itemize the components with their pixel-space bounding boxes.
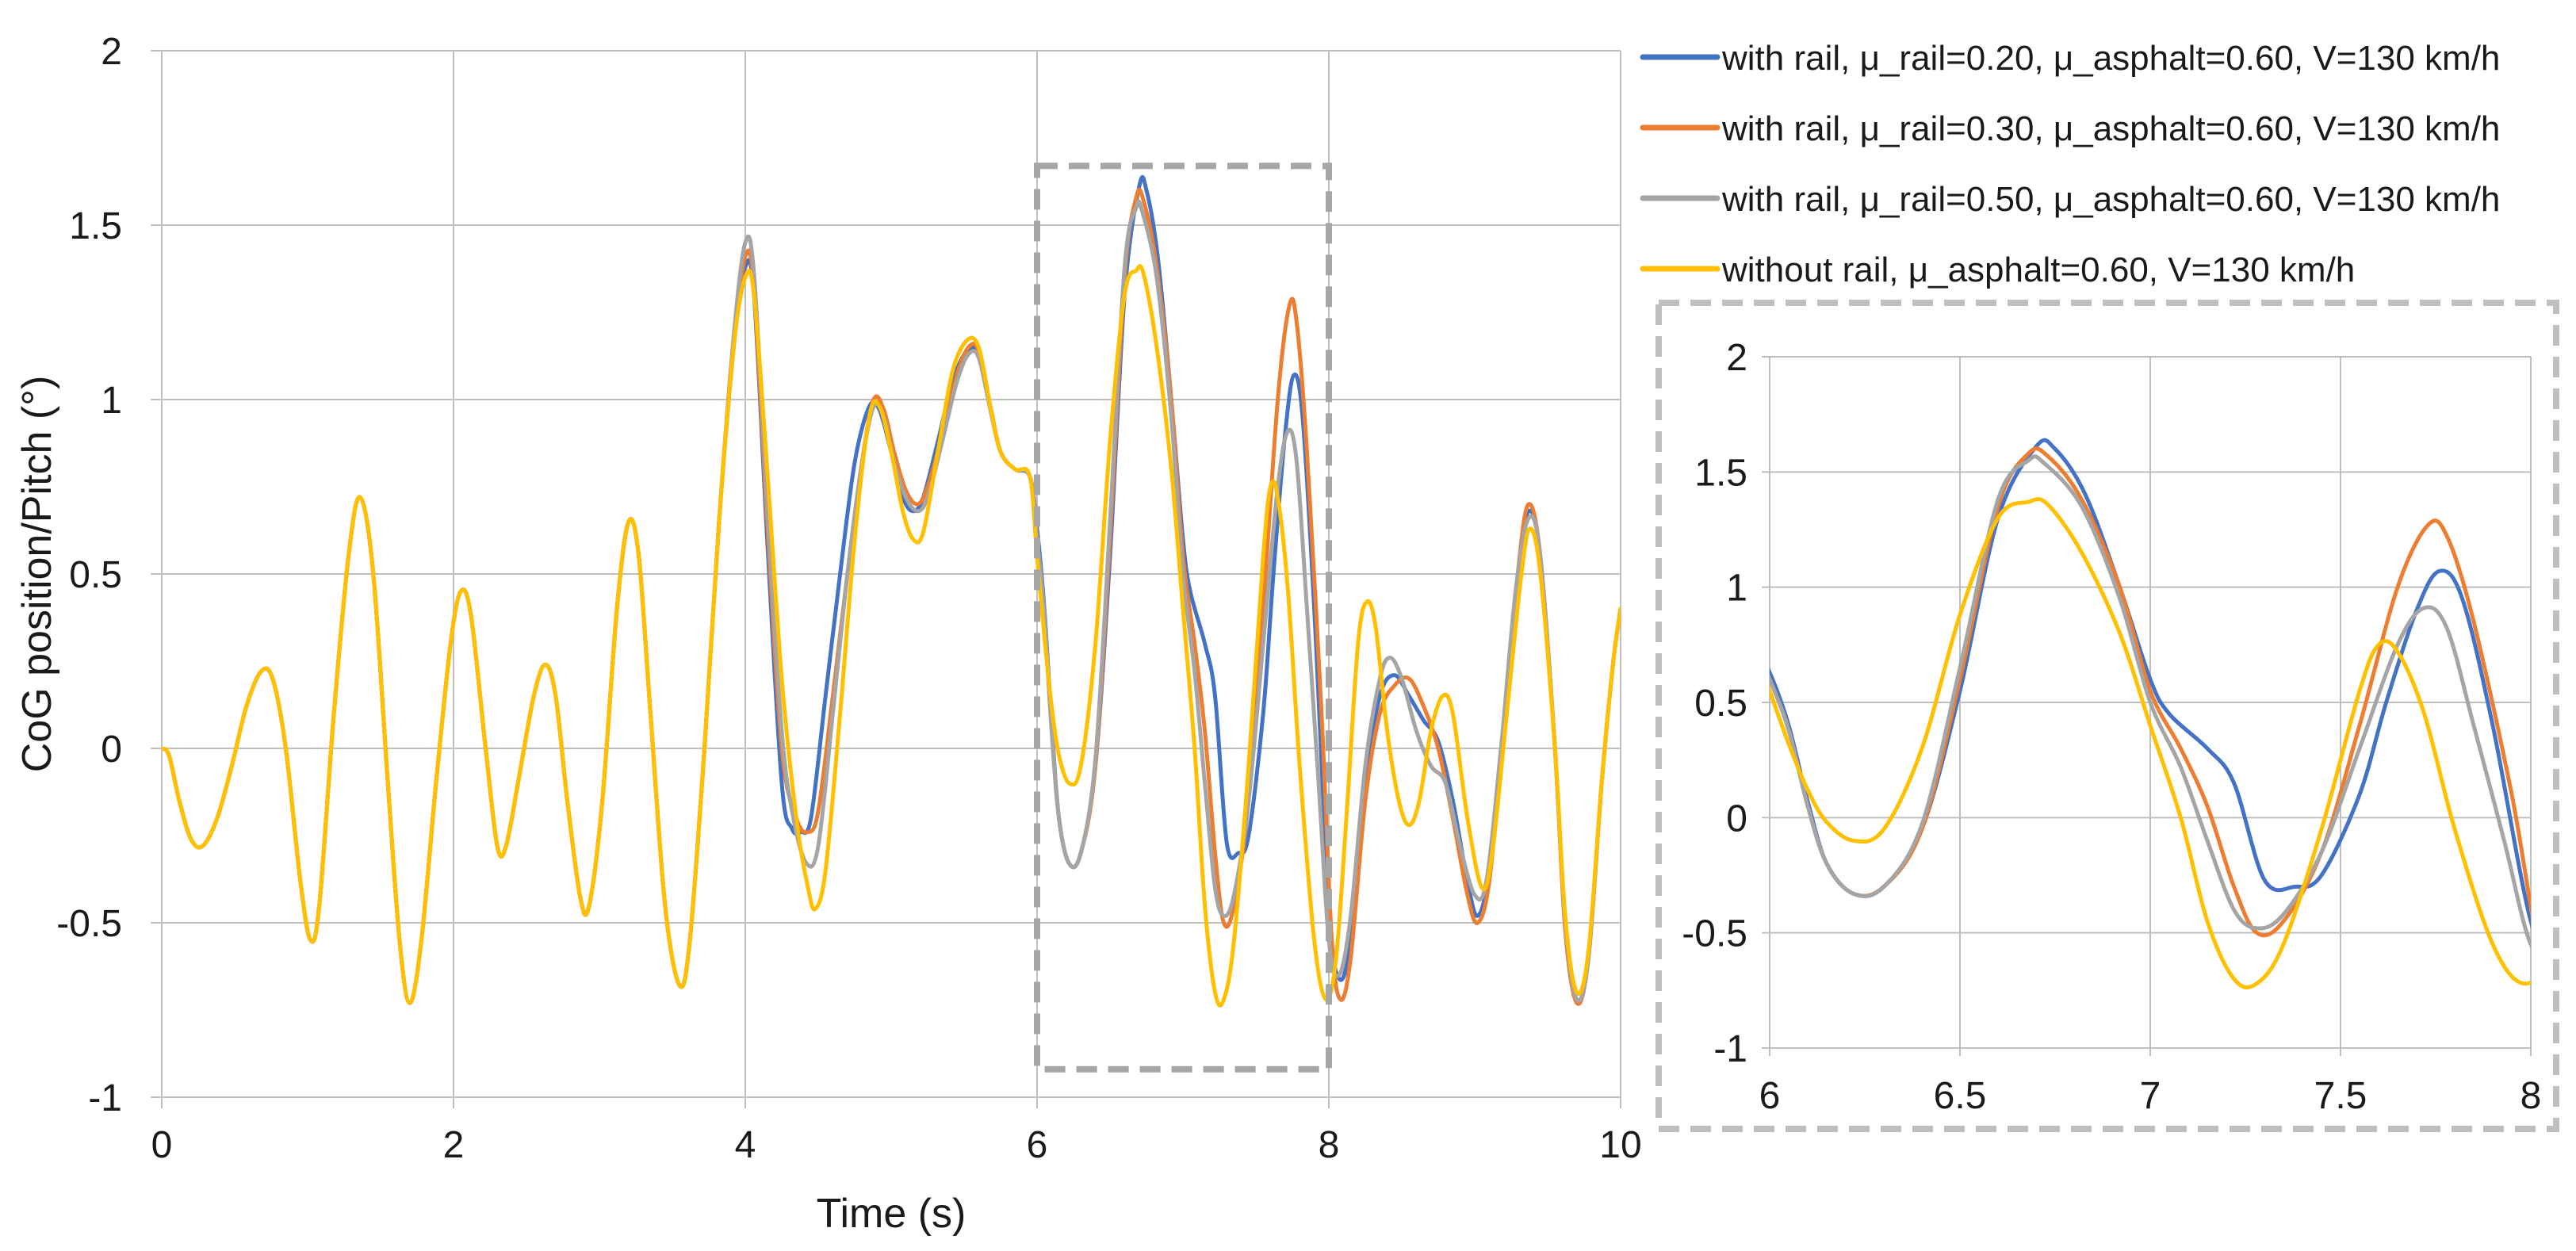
y-axis-title: CoG position/Pitch (°) [14,376,60,773]
inset-chart: -1 -0.5 0 0.5 1 1.5 2 6 6.5 7 7.5 8 [1655,300,2559,1132]
inset-series-group [1770,438,2531,989]
legend-item: with rail, μ_rail=0.50, μ_asphalt=0.60, … [1640,180,2500,219]
main-xtick-label: 6 [1027,1124,1048,1166]
inset-xtick-label: 8 [2520,1075,2542,1117]
main-ytick-label: 1.5 [69,205,122,247]
main-xtick-label: 0 [151,1124,173,1166]
inset-series-line-4 [1770,496,2531,989]
inset-xtick-label: 6 [1759,1075,1781,1117]
main-xtick-label: 2 [443,1124,465,1166]
inset-ytick-label: 2 [1726,337,1747,379]
main-ytick-label: 2 [101,31,122,73]
inset-xtick-label: 7.5 [2314,1075,2367,1117]
main-xtick-label: 8 [1319,1124,1340,1166]
inset-ytick-label: 1 [1726,568,1747,610]
legend-label: with rail, μ_rail=0.20, μ_asphalt=0.60, … [1721,39,2500,78]
inset-ytick-label: -0.5 [1682,913,1747,955]
legend-item: with rail, μ_rail=0.30, μ_asphalt=0.60, … [1640,109,2500,148]
inset-ytick-label: 0 [1726,798,1747,840]
main-xtick-label: 10 [1599,1124,1641,1166]
inset-series-line-3 [1770,454,2531,950]
inset-ytick-label: 0.5 [1694,683,1747,725]
main-series-line-1 [162,174,1621,1005]
legend-label: with rail, μ_rail=0.50, μ_asphalt=0.60, … [1721,180,2500,219]
main-series-group [162,174,1621,1008]
zoom-region-box [1034,163,1332,1073]
inset-ytick-label: -1 [1713,1028,1747,1070]
legend-label: without rail, μ_asphalt=0.60, V=130 km/h [1721,251,2355,289]
legend-label: with rail, μ_rail=0.30, μ_asphalt=0.60, … [1721,109,2500,148]
main-series-line-2 [162,187,1621,1006]
x-axis-title: Time (s) [817,1191,966,1237]
inset-xtick-label: 7 [2140,1075,2161,1117]
legend: with rail, μ_rail=0.20, μ_asphalt=0.60, … [1640,39,2500,289]
inset-xtick-label: 6.5 [1934,1075,1987,1117]
inset-ytick-label: 1.5 [1694,452,1747,494]
main-ytick-label: 0.5 [69,554,122,596]
main-series-line-3 [162,199,1621,1005]
inset-frame [1655,300,2559,1132]
main-xtick-label: 4 [735,1124,756,1166]
main-ytick-label: 0 [101,729,122,771]
legend-item: with rail, μ_rail=0.20, μ_asphalt=0.60, … [1640,39,2500,78]
main-ytick-label: -0.5 [56,903,122,945]
zoom-region-rect [1034,163,1332,1073]
legend-item: without rail, μ_asphalt=0.60, V=130 km/h [1640,251,2355,289]
main-series-line-4 [162,264,1621,1008]
main-ytick-label: -1 [88,1077,122,1119]
main-chart: -1 -0.5 0 0.5 1 1.5 2 0 2 4 6 8 10 Time (s) CoG positi… [14,31,1642,1237]
main-ytick-label: 1 [101,380,122,422]
